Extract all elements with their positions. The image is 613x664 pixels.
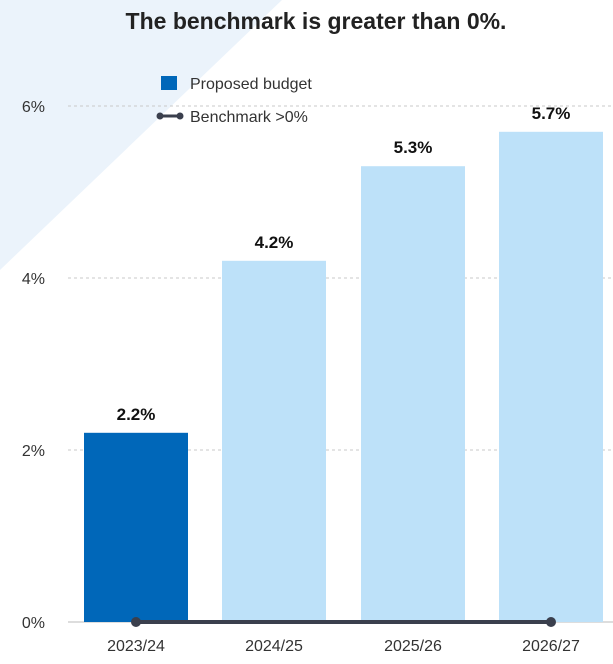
- data-label: 5.3%: [394, 138, 433, 157]
- y-tick-label: 2%: [22, 443, 45, 460]
- x-tick-label: 2024/25: [245, 638, 303, 655]
- y-tick-label: 4%: [22, 271, 45, 288]
- legend-marker-benchmark-end: [177, 113, 184, 120]
- legend-marker-benchmark-start: [157, 113, 164, 120]
- benchmark-line: [131, 617, 556, 627]
- x-tick-label: 2026/27: [522, 638, 580, 655]
- y-tick-label: 0%: [22, 615, 45, 632]
- bar: [84, 433, 188, 622]
- chart-title: The benchmark is greater than 0%.: [126, 8, 507, 34]
- benchmark-marker: [131, 617, 141, 627]
- legend-swatch-proposed-budget: [161, 76, 177, 90]
- y-tick-label: 6%: [22, 99, 45, 116]
- x-tick-label: 2025/26: [384, 638, 442, 655]
- data-label: 4.2%: [255, 233, 294, 252]
- background-shape: [0, 0, 282, 270]
- x-axis: 2023/24 2024/25 2025/26 2026/27: [107, 638, 580, 655]
- bars: [84, 132, 603, 622]
- legend-label-proposed-budget: Proposed budget: [190, 76, 312, 93]
- data-label: 2.2%: [117, 405, 156, 424]
- legend-label-benchmark: Benchmark >0%: [190, 109, 308, 126]
- x-tick-label: 2023/24: [107, 638, 165, 655]
- data-label: 5.7%: [532, 104, 571, 123]
- bar: [361, 166, 465, 622]
- bar: [222, 261, 326, 622]
- bar: [499, 132, 603, 622]
- benchmark-marker: [546, 617, 556, 627]
